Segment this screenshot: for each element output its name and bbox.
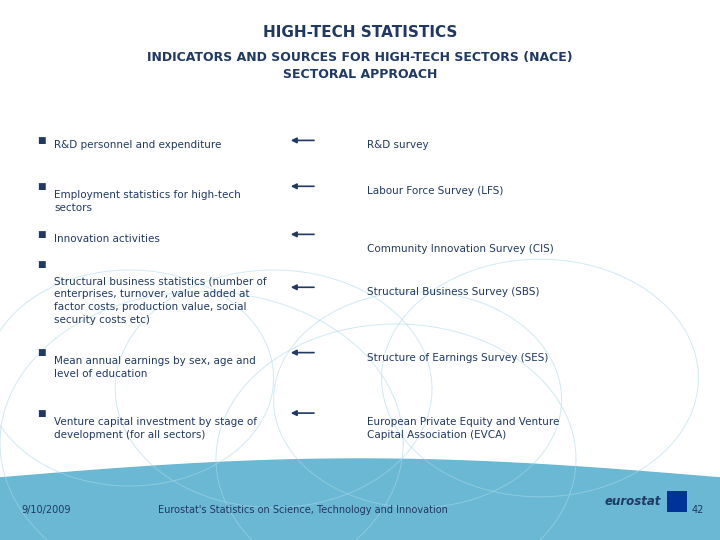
Text: ■: ■ (37, 182, 46, 191)
Text: Employment statistics for high-tech
sectors: Employment statistics for high-tech sect… (54, 190, 240, 213)
Text: ■: ■ (37, 348, 46, 357)
Text: ■: ■ (37, 136, 46, 145)
Text: R&D survey: R&D survey (367, 140, 429, 151)
Text: Mean annual earnings by sex, age and
level of education: Mean annual earnings by sex, age and lev… (54, 356, 256, 379)
Text: HIGH-TECH STATISTICS: HIGH-TECH STATISTICS (263, 25, 457, 40)
Text: Labour Force Survey (LFS): Labour Force Survey (LFS) (367, 186, 503, 197)
Text: SECTORAL APPROACH: SECTORAL APPROACH (283, 68, 437, 81)
Text: 42: 42 (691, 505, 703, 515)
Text: eurostat: eurostat (605, 495, 661, 508)
Text: R&D personnel and expenditure: R&D personnel and expenditure (54, 140, 221, 151)
Text: Venture capital investment by stage of
development (for all sectors): Venture capital investment by stage of d… (54, 417, 257, 440)
Text: Structural Business Survey (SBS): Structural Business Survey (SBS) (367, 287, 540, 298)
Text: Structural business statistics (number of
enterprises, turnover, value added at
: Structural business statistics (number o… (54, 276, 266, 325)
FancyBboxPatch shape (667, 491, 687, 512)
Text: Eurostat's Statistics on Science, Technology and Innovation: Eurostat's Statistics on Science, Techno… (158, 505, 449, 515)
Text: ■: ■ (37, 409, 46, 417)
Text: INDICATORS AND SOURCES FOR HIGH-TECH SECTORS (NACE): INDICATORS AND SOURCES FOR HIGH-TECH SEC… (147, 51, 573, 64)
Text: Community Innovation Survey (CIS): Community Innovation Survey (CIS) (367, 244, 554, 254)
Text: ■: ■ (37, 260, 46, 269)
Text: Innovation activities: Innovation activities (54, 234, 160, 245)
Text: European Private Equity and Venture
Capital Association (EVCA): European Private Equity and Venture Capi… (367, 417, 559, 440)
Text: 9/10/2009: 9/10/2009 (22, 505, 71, 515)
Polygon shape (0, 459, 720, 540)
Text: ■: ■ (37, 230, 46, 239)
Text: Structure of Earnings Survey (SES): Structure of Earnings Survey (SES) (367, 353, 549, 363)
